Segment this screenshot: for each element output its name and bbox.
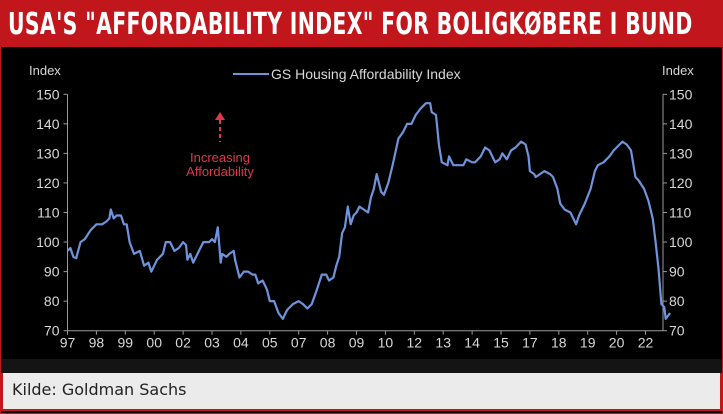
y-tick-label-left: 100 — [36, 234, 60, 250]
page-title: USA'S "AFFORDABILITY INDEX" FOR BOLIGKØB… — [8, 7, 693, 42]
axes: 70 70 80 80 90 90 100 100 110 110 120 120 130 130 140 1… — [36, 86, 692, 350]
x-tick-label: 15 — [493, 335, 509, 351]
title-bar: USA'S "AFFORDABILITY INDEX" FOR BOLIGKØB… — [0, 0, 723, 47]
chart-bottom-stripe — [1, 359, 722, 373]
y-tick-label-left: 150 — [36, 86, 60, 102]
y-tick-label-right: 70 — [669, 323, 685, 339]
y-tick-label-right: 100 — [669, 234, 693, 250]
y-tick-label-right: 80 — [669, 293, 685, 309]
right-axis-label: Index — [662, 63, 694, 78]
x-tick-label: 05 — [262, 335, 278, 351]
y-tick-label-right: 140 — [669, 116, 693, 132]
left-axis-label: Index — [29, 63, 61, 78]
x-tick-label: 17 — [522, 335, 538, 351]
x-tick-label: 98 — [89, 335, 105, 351]
y-tick-label-left: 90 — [44, 264, 60, 280]
y-tick-label-left: 120 — [36, 175, 60, 191]
y-tick-label-left: 110 — [37, 205, 60, 221]
chart-area: 70 70 80 80 90 90 100 100 110 110 120 120 130 130 140 1… — [1, 47, 722, 373]
legend-label: GS Housing Affordability Index — [271, 66, 461, 82]
y-tick-label-right: 150 — [669, 86, 693, 102]
x-tick-label: 08 — [320, 335, 336, 351]
x-tick-label: 00 — [146, 335, 162, 351]
annotation-line1: Increasing — [190, 150, 250, 165]
x-tick-label: 09 — [349, 335, 365, 351]
x-tick-label: 20 — [609, 335, 625, 351]
x-tick-label: 10 — [378, 335, 394, 351]
x-tick-label: 07 — [291, 335, 307, 351]
series-group — [66, 102, 671, 320]
annotation-line2: Affordability — [186, 164, 254, 179]
x-tick-label: 99 — [118, 335, 134, 351]
x-tick-label: 02 — [175, 335, 191, 351]
y-tick-label-right: 130 — [669, 145, 693, 161]
y-tick-label-left: 130 — [36, 145, 60, 161]
x-tick-label: 97 — [60, 335, 76, 351]
y-tick-label-left: 80 — [44, 293, 60, 309]
y-tick-label-right: 90 — [669, 264, 685, 280]
x-tick-label: 14 — [464, 335, 480, 351]
x-tick-label: 04 — [233, 335, 249, 351]
x-tick-label: 18 — [551, 335, 567, 351]
x-tick-label: 19 — [580, 335, 596, 351]
line-chart: 70 70 80 80 90 90 100 100 110 110 120 120 130 130 140 1… — [29, 63, 694, 351]
y-tick-label-left: 140 — [36, 116, 60, 132]
x-tick-label: 03 — [204, 335, 220, 351]
y-tick-label-right: 120 — [669, 175, 693, 191]
y-tick-label-right: 110 — [669, 205, 692, 221]
annotation-arrow-head-icon — [215, 112, 225, 120]
footer: Kilde: Goldman Sachs — [1, 373, 722, 411]
y-tick-label-left: 70 — [44, 323, 60, 339]
x-tick-label: 12 — [407, 335, 423, 351]
x-tick-label: 22 — [638, 335, 654, 351]
x-tick-label: 13 — [435, 335, 451, 351]
source-label: Kilde: Goldman Sachs — [12, 380, 187, 399]
series-line-gs-housing-affordability-index — [66, 102, 671, 320]
